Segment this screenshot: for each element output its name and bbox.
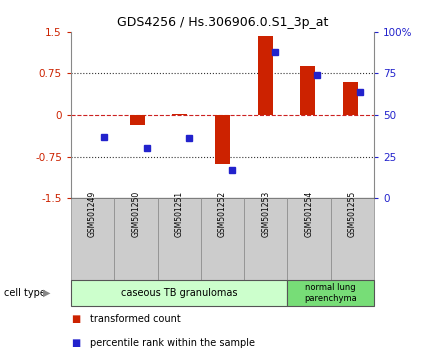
Text: GSM501255: GSM501255 <box>348 191 357 237</box>
Text: GSM501251: GSM501251 <box>175 191 184 237</box>
Text: GSM501253: GSM501253 <box>261 191 270 237</box>
Bar <box>258 36 273 115</box>
Text: caseous TB granulomas: caseous TB granulomas <box>121 288 237 298</box>
Bar <box>343 82 358 115</box>
Bar <box>301 66 315 115</box>
Text: GSM501250: GSM501250 <box>132 191 141 237</box>
Text: GSM501252: GSM501252 <box>218 191 227 237</box>
Text: ■: ■ <box>71 314 80 324</box>
Text: ▶: ▶ <box>43 288 50 298</box>
Bar <box>172 114 187 115</box>
Text: normal lung
parenchyma: normal lung parenchyma <box>304 283 357 303</box>
Text: GSM501249: GSM501249 <box>88 191 97 237</box>
Text: ■: ■ <box>71 338 80 348</box>
Title: GDS4256 / Hs.306906.0.S1_3p_at: GDS4256 / Hs.306906.0.S1_3p_at <box>117 16 328 29</box>
Bar <box>215 115 230 164</box>
Text: GSM501254: GSM501254 <box>304 191 313 237</box>
Text: transformed count: transformed count <box>90 314 181 324</box>
Bar <box>130 115 144 125</box>
Text: percentile rank within the sample: percentile rank within the sample <box>90 338 255 348</box>
Text: cell type: cell type <box>4 288 46 298</box>
